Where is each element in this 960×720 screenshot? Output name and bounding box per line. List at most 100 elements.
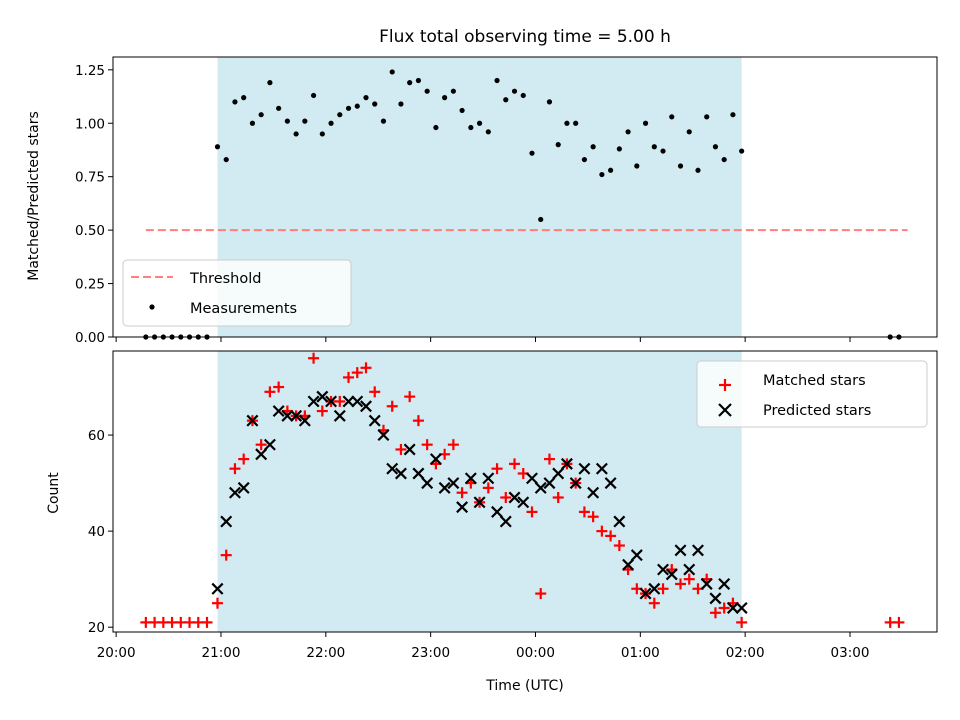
measurement-point — [546, 99, 553, 105]
measurement-point — [319, 131, 325, 137]
measurement-point — [660, 148, 666, 154]
matched-legend-label: Matched stars — [763, 373, 866, 389]
predicted-star-point — [298, 414, 311, 427]
predicted-star-point — [683, 563, 696, 576]
top-legend-box — [122, 259, 352, 327]
predicted-star-point — [552, 467, 565, 480]
measurement-point — [302, 118, 308, 124]
predicted-star-point — [691, 544, 704, 557]
matched-star-point — [578, 506, 590, 518]
measurement-point — [424, 88, 430, 94]
predicted-star-point — [491, 505, 504, 518]
matched-star-point — [613, 540, 625, 552]
measurement-point — [372, 101, 378, 107]
matched-star-point — [605, 530, 617, 542]
predicted-star-point — [272, 405, 285, 418]
measurement-point — [276, 105, 282, 111]
matched-star-point — [718, 602, 730, 614]
y-tick-label: 0.00 — [75, 330, 105, 346]
measurements-series — [143, 69, 902, 340]
predicted-star-point — [325, 395, 338, 408]
matched-star-point — [500, 492, 512, 504]
predicted-stars-series — [211, 390, 748, 614]
measurement-point — [704, 114, 710, 120]
predicted-star-point — [569, 477, 582, 490]
top-x-axis — [115, 337, 851, 342]
predicted-star-point — [220, 515, 233, 528]
measurement-point — [450, 88, 456, 94]
measurement-point — [433, 124, 439, 131]
predicted-legend-label: Predicted stars — [763, 403, 871, 419]
predicted-star-point — [447, 477, 460, 490]
predicted-star-point — [281, 409, 294, 422]
measurement-point — [214, 144, 221, 150]
measurement-point — [669, 114, 675, 120]
measurement-point — [503, 97, 509, 103]
measurement-point — [415, 77, 422, 84]
matched-star-point — [412, 415, 424, 427]
predicted-star-point — [630, 549, 643, 562]
predicted-star-point — [351, 395, 364, 408]
measurement-point — [398, 101, 404, 107]
predicted-star-point — [726, 602, 739, 614]
predicted-star-point — [526, 472, 538, 485]
predicted-star-point — [657, 563, 670, 576]
predicted-star-point — [386, 462, 399, 475]
measurement-point — [573, 120, 579, 126]
y-tick-label: 0.25 — [75, 277, 105, 293]
measurement-point — [407, 80, 413, 86]
measurement-point — [223, 156, 229, 163]
x-axis-label: Time (UTC) — [485, 678, 563, 694]
matched-star-point — [648, 597, 660, 609]
matched-star-point — [386, 400, 398, 412]
matched-star-point — [482, 482, 494, 494]
matched-star-point — [552, 492, 564, 504]
measurement-point — [293, 131, 299, 137]
predicted-star-point — [543, 477, 556, 490]
bottom-legend: Matched stars Predicted stars — [696, 360, 928, 428]
predicted-star-point — [613, 515, 626, 528]
matched-star-point — [456, 487, 468, 499]
x-tick-label: 00:00 — [516, 645, 555, 661]
measurements-legend-swatch — [149, 304, 155, 310]
x-tick-label: 21:00 — [202, 645, 241, 661]
matched-star-point — [709, 607, 721, 619]
measurement-point — [337, 112, 343, 118]
predicted-star-point — [587, 486, 600, 499]
matched-star-point — [369, 386, 381, 398]
matched-star-point — [657, 583, 669, 595]
predicted-star-point — [674, 544, 687, 557]
matched-star-point — [683, 573, 695, 585]
matched-star-point — [308, 352, 320, 364]
measurement-point — [721, 156, 727, 163]
measurement-point — [538, 216, 544, 223]
predicted-star-point — [700, 577, 713, 590]
matched-star-point — [360, 362, 372, 374]
measurement-point — [284, 118, 290, 124]
measurement-point — [310, 92, 317, 99]
measurement-point — [634, 163, 640, 169]
bottom-shaded-region — [217, 351, 742, 632]
measurement-point — [590, 144, 596, 150]
matched-star-point — [535, 588, 547, 600]
matched-star-point — [491, 463, 503, 475]
measurement-point — [564, 120, 570, 126]
predicted-star-point — [333, 409, 346, 422]
x-tick-label: 22:00 — [306, 645, 345, 661]
measurement-point — [267, 80, 273, 86]
y-tick-label: 1.25 — [75, 63, 105, 79]
chart-title: Flux total observing time = 5.00 h — [379, 27, 671, 47]
measurement-point — [232, 99, 238, 105]
measurement-point — [695, 167, 701, 173]
measurement-point — [520, 92, 526, 99]
measurement-point — [389, 69, 395, 75]
predicted-star-point — [648, 582, 661, 595]
measurement-point — [529, 150, 535, 156]
y-tick-label: 60 — [88, 428, 105, 444]
matched-star-point — [543, 453, 555, 465]
predicted-star-point — [622, 558, 635, 571]
matched-star-point — [447, 439, 459, 451]
predicted-star-point — [255, 448, 268, 461]
predicted-star-point — [429, 453, 442, 466]
